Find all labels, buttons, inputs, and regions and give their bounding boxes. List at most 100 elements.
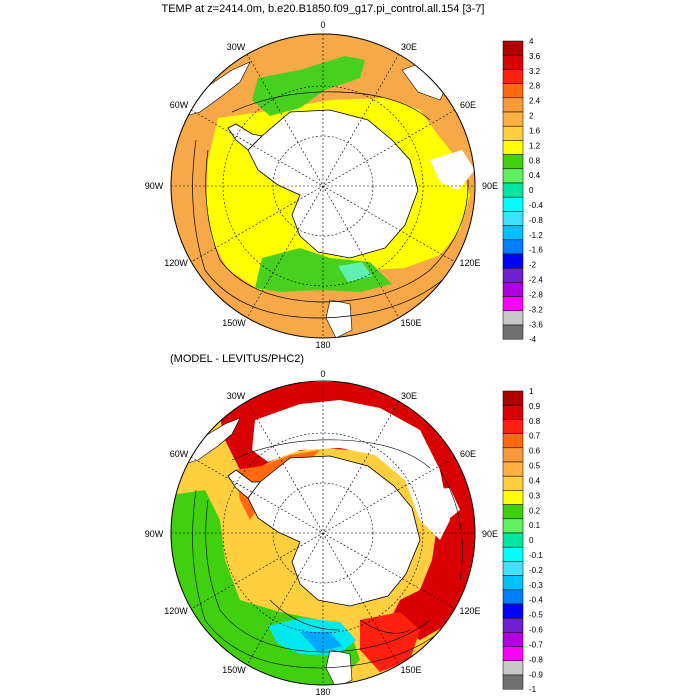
colorbar-label: 3.6 — [529, 52, 541, 61]
colorbar-box — [502, 575, 524, 591]
colorbar-label: 0.2 — [529, 506, 541, 515]
colorbar-label: 4 — [529, 37, 534, 46]
colorbar-box — [502, 617, 524, 633]
colorbar-label: 0 — [529, 186, 534, 195]
colorbar-box — [502, 447, 524, 463]
colorbar-label: -0.4 — [529, 201, 543, 210]
colorbar-box — [502, 225, 524, 241]
top-lon-label: 90E — [482, 181, 498, 191]
colorbar-label: 0.3 — [529, 491, 541, 500]
top-map-antarctic-peninsula — [227, 123, 263, 151]
colorbar-label: -1 — [529, 685, 537, 694]
top-map-contours — [192, 91, 469, 319]
top-lon-label: 120E — [459, 258, 480, 268]
colorbar-label: -4 — [529, 335, 537, 344]
bottom-map-blue-patch — [300, 632, 342, 652]
colorbar-box — [502, 632, 524, 647]
colorbar-box — [502, 603, 524, 619]
top-lon-label: 30E — [401, 42, 417, 52]
top-map-border — [170, 33, 476, 339]
colorbar-box — [502, 140, 524, 155]
top-map-south-america — [179, 61, 251, 117]
colorbar-label: 2 — [529, 112, 534, 121]
top-lon-label: 150E — [400, 318, 421, 328]
colorbar-box — [502, 296, 524, 312]
colorbar-box — [502, 461, 524, 477]
colorbar-label: 0.9 — [529, 402, 541, 411]
colorbar-label: 0.5 — [529, 462, 541, 471]
bottom-lon-label: 120W — [164, 606, 188, 616]
colorbar-label: -2.4 — [529, 276, 543, 285]
colorbar-label: -1.6 — [529, 246, 543, 255]
top-lon-label: 60W — [170, 100, 189, 110]
top-lon-label: 0 — [320, 20, 325, 30]
colorbar-box — [502, 282, 524, 297]
bottom-lon-label: 0 — [320, 369, 325, 379]
colorbar-label: 0.4 — [529, 476, 541, 485]
colorbar-label: 1.6 — [529, 126, 541, 135]
colorbar-box — [502, 646, 524, 662]
colorbar-box — [502, 561, 524, 576]
bottom-panel: (MODEL - LEVITUS/PHC2) — [145, 353, 544, 697]
bottom-map-longitude-labels: 0 30E 60E 90E 120E 150E 180 150W 120W 90… — [145, 369, 498, 697]
top-lon-label: 120W — [164, 258, 188, 268]
colorbar-label: -0.8 — [529, 216, 543, 225]
colorbar-label: -0.2 — [529, 566, 543, 575]
top-map-seaice-edge-east — [430, 150, 475, 190]
colorbar-label: 0 — [529, 536, 534, 545]
colorbar-box — [502, 239, 524, 255]
colorbar-box — [502, 196, 524, 212]
bottom-map-antarctica — [247, 455, 421, 607]
bottom-map-graticule — [171, 381, 475, 685]
colorbar-box — [502, 54, 524, 70]
colorbar-label: -0.6 — [529, 626, 543, 635]
top-map — [170, 33, 476, 339]
bottom-map-red-pacific-east — [360, 612, 420, 672]
bottom-lon-label: 30E — [401, 391, 417, 401]
colorbar-box — [502, 310, 524, 326]
colorbar-box — [502, 546, 524, 562]
colorbar-box — [502, 182, 524, 198]
colorbar-box — [502, 40, 524, 56]
bottom-lon-label: 150E — [400, 665, 421, 675]
colorbar-label: 2.8 — [529, 82, 541, 91]
colorbar-box — [502, 111, 524, 127]
top-lon-label: 90W — [145, 181, 164, 191]
colorbar-box — [502, 125, 524, 141]
bottom-map-contours — [192, 439, 463, 669]
colorbar-label: -0.3 — [529, 581, 543, 590]
top-map-graticule — [171, 34, 475, 338]
top-lon-label: 180 — [315, 340, 330, 350]
top-map-green-pacific — [255, 248, 392, 292]
colorbar-label: 0.1 — [529, 521, 541, 530]
bottom-lon-label: 60W — [170, 449, 189, 459]
bottom-lon-label: 90W — [145, 529, 164, 539]
colorbar-box — [502, 267, 524, 283]
colorbar-label: 0.6 — [529, 447, 541, 456]
colorbar-label: 1.2 — [529, 141, 541, 150]
colorbar-label: -0.8 — [529, 655, 543, 664]
colorbar-label: -2.8 — [529, 290, 543, 299]
colorbar-box — [502, 69, 524, 84]
colorbar-label: 0.8 — [529, 417, 541, 426]
colorbar-label: -3.2 — [529, 305, 543, 314]
bottom-lon-label: 30W — [227, 391, 246, 401]
colorbar-label: 3.2 — [529, 67, 541, 76]
top-panel: TEMP at z=2414.0m, b.e20.B1850.f09_g17.p… — [145, 3, 544, 350]
top-map-antarctica — [247, 109, 419, 259]
bottom-colorbar: 1 0.9 0.8 0.7 0.6 0.5 0.4 0.3 0.2 0.1 0 -0.1 -0.2 -0.… — [502, 387, 543, 694]
bottom-lon-label: 120E — [459, 606, 480, 616]
colorbar-label: 0.4 — [529, 171, 541, 180]
colorbar-box — [502, 660, 524, 676]
top-lon-label: 30W — [227, 42, 246, 52]
bottom-map-antarctic-peninsula — [227, 469, 261, 499]
top-colorbar: 4 3.6 3.2 2.8 2.4 2 1.6 1.2 0.8 0.4 0 -0.4 -0.8 -1.2 -… — [502, 37, 543, 344]
colorbar-box — [502, 97, 524, 113]
top-map-cyan-patch — [338, 262, 372, 282]
colorbar-box — [502, 504, 524, 520]
colorbar-label: -3.6 — [529, 320, 543, 329]
bottom-map-seaice-east — [420, 488, 460, 526]
colorbar-label: -0.9 — [529, 670, 543, 679]
top-map-longitude-labels: 0 30E 60E 90E 120E 150E 180 150W 120W 90… — [145, 20, 498, 350]
colorbar-label: 0.8 — [529, 156, 541, 165]
